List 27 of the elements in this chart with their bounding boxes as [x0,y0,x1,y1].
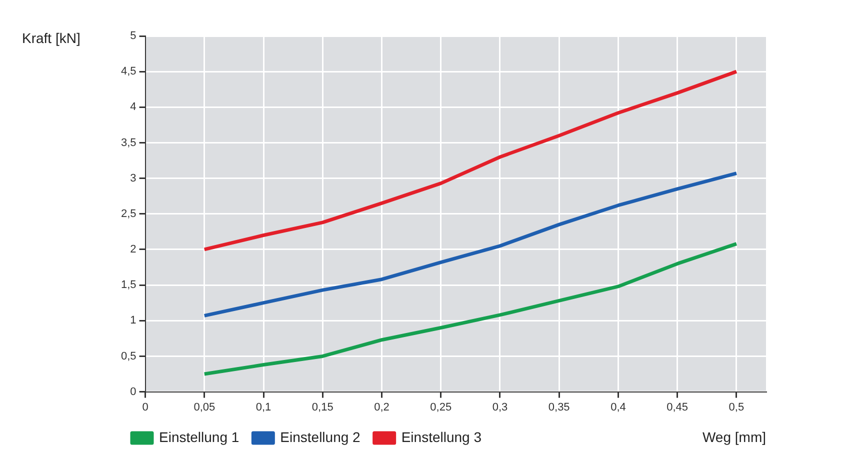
y-tick-label: 3 [130,172,136,184]
x-tick-label: 0,05 [194,401,216,414]
x-tick-label: 0,5 [728,401,744,414]
x-tick-label: 0 [142,401,148,414]
legend-label: Einstellung 2 [280,428,361,445]
legend-label: Einstellung 3 [401,428,482,445]
y-tick-label: 2,5 [120,208,136,220]
y-tick-label: 1 [130,314,136,327]
y-tick-label: 4,5 [120,66,136,78]
y-tick-label: 5 [130,30,136,42]
legend-label: Einstellung 1 [159,428,240,445]
x-tick-label: 0,1 [256,401,272,414]
x-tick-label: 0,3 [492,401,508,414]
y-axis-title: Kraft [kN] [22,30,80,46]
y-tick-label: 4 [130,101,136,114]
y-tick-label: 1,5 [120,279,136,292]
y-tick-label: 0 [130,386,136,398]
y-tick-label: 2 [130,244,136,256]
x-axis-title: Weg [mm] [702,428,766,445]
x-tick-label: 0,2 [374,401,390,414]
x-tick-label: 0,4 [610,401,626,414]
x-tick-label: 0,35 [548,401,570,414]
x-tick-label: 0,25 [430,401,452,414]
x-tick-label: 0,15 [312,401,334,414]
y-tick-label: 0,5 [120,350,136,362]
x-tick-label: 0,45 [666,401,688,414]
y-tick-label: 3,5 [120,136,136,149]
